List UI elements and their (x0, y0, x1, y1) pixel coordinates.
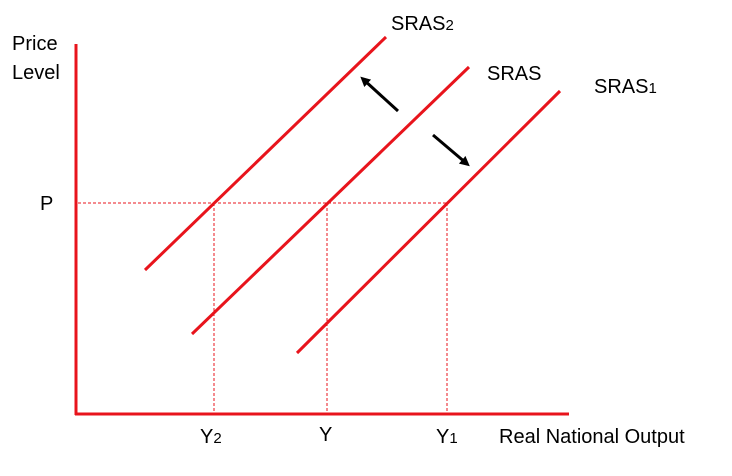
shift-arrow-down-right (432, 133, 470, 167)
sras2-label-main: SRAS (391, 13, 445, 35)
sras1-label: SRAS1 (594, 76, 657, 98)
sras2-label-sub: 2 (445, 17, 453, 34)
y1-tick-label: Y1 (436, 426, 458, 448)
x-axis-label: Real National Output (499, 426, 685, 448)
sras1-label-main: SRAS (594, 76, 648, 98)
sras2-label: SRAS2 (391, 13, 454, 35)
sras-label-main: SRAS (487, 63, 541, 85)
sras-curve (190, 65, 471, 336)
shift-arrow-up-left (360, 76, 400, 113)
sras2-curve (143, 35, 388, 272)
sras1-curve (295, 89, 562, 355)
y2-tick-sub: 2 (213, 430, 221, 447)
sras-label: SRAS (487, 63, 541, 85)
y-axis-label-line2: Level (12, 62, 60, 84)
y1-tick-main: Y (436, 426, 449, 448)
y2-tick-main: Y (200, 426, 213, 448)
y-axis-label-line1: Price (12, 33, 58, 55)
y-tick-label: Y (319, 424, 332, 446)
price-label: P (40, 193, 53, 215)
sras1-label-sub: 1 (648, 80, 656, 97)
y2-tick-label: Y2 (200, 426, 222, 448)
y1-tick-sub: 1 (449, 430, 457, 447)
y-tick-main: Y (319, 424, 332, 446)
